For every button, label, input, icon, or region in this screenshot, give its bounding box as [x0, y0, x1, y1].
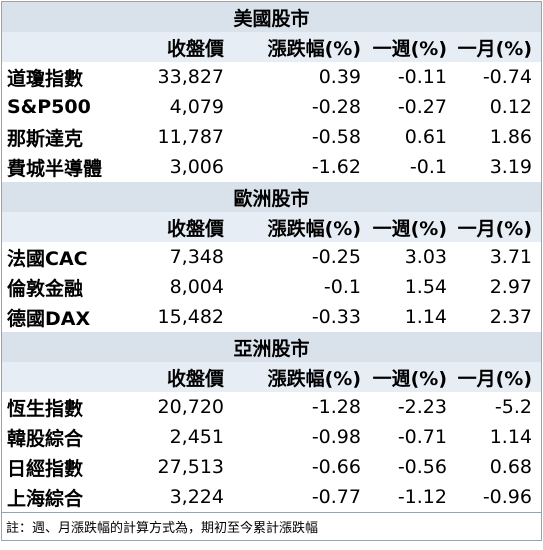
table-row: 日經指數 27,513 -0.66 -0.56 0.68: [2, 452, 541, 482]
cell-close: 2,451: [169, 426, 224, 448]
index-name: 法國CAC: [7, 247, 88, 270]
cell-week: 1.14: [404, 306, 447, 328]
section-title: 亞洲股市: [2, 332, 541, 362]
index-name: 道瓊指數: [7, 67, 84, 90]
cell-close: 8,004: [169, 276, 224, 298]
cell-month: 2.97: [489, 276, 532, 298]
cell-month: 1.86: [489, 126, 532, 148]
market-table-container: 美國股市 收盤價 漲跌幅(%) 一週(%) 一月(%) 道瓊指數 33,827 0.39 -0.…: [1, 1, 542, 541]
column-header: 收盤價: [143, 362, 233, 392]
footnote-row: 註：週、月漲跌幅的計算方式為，期初至今累計漲跌幅: [2, 512, 541, 540]
cell-change: -0.58: [311, 126, 361, 148]
cell-change: 0.39: [318, 66, 361, 88]
table-row: 德國DAX 15,482 -0.33 1.14 2.37: [2, 302, 541, 332]
cell-change: -1.28: [311, 396, 361, 418]
cell-close: 20,720: [157, 396, 224, 418]
table-row: 道瓊指數 33,827 0.39 -0.11 -0.74: [2, 62, 541, 92]
index-name: 上海綜合: [7, 487, 84, 510]
cell-week: -0.11: [397, 66, 447, 88]
column-header: 漲跌幅(%): [233, 32, 370, 62]
cell-month: 0.12: [489, 96, 532, 118]
cell-week: -2.23: [397, 396, 447, 418]
section-title-row: 亞洲股市: [2, 332, 541, 362]
section-title-row: 美國股市: [2, 2, 541, 32]
column-header: 漲跌幅(%): [233, 212, 370, 242]
column-header: 一月(%): [456, 32, 541, 62]
cell-month: -0.74: [482, 66, 532, 88]
cell-month: -5.2: [494, 396, 532, 418]
cell-close: 11,787: [157, 126, 224, 148]
cell-close: 15,482: [157, 306, 224, 328]
cell-change: -0.25: [311, 246, 361, 268]
column-header: 漲跌幅(%): [233, 362, 370, 392]
section-title: 美國股市: [2, 2, 541, 32]
index-name: 日經指數: [7, 457, 84, 480]
cell-week: 0.61: [404, 126, 447, 148]
column-header-row: 收盤價 漲跌幅(%) 一週(%) 一月(%): [2, 212, 541, 242]
cell-week: 3.03: [404, 246, 447, 268]
index-name: S&P500: [7, 96, 91, 118]
index-name: 費城半導體: [7, 157, 103, 180]
table-row: 費城半導體 3,006 -1.62 -0.1 3.19: [2, 152, 541, 182]
index-name: 倫敦金融: [7, 277, 84, 300]
cell-change: -0.1: [323, 276, 361, 298]
table-row: S&P500 4,079 -0.28 -0.27 0.12: [2, 92, 541, 122]
footnote: 註：週、月漲跌幅的計算方式為，期初至今累計漲跌幅: [2, 512, 541, 540]
cell-month: 1.14: [489, 426, 532, 448]
market-table-body: 美國股市 收盤價 漲跌幅(%) 一週(%) 一月(%) 道瓊指數 33,827 0.39 -0.…: [2, 2, 541, 513]
column-header: 收盤價: [143, 32, 233, 62]
cell-change: -0.33: [311, 306, 361, 328]
column-header: 一月(%): [456, 362, 541, 392]
cell-change: -0.28: [311, 96, 361, 118]
cell-change: -1.62: [311, 156, 361, 178]
cell-week: 1.54: [404, 276, 447, 298]
table-row: 法國CAC 7,348 -0.25 3.03 3.71: [2, 242, 541, 272]
table-row: 恆生指數 20,720 -1.28 -2.23 -5.2: [2, 392, 541, 422]
column-header: 收盤價: [143, 212, 233, 242]
cell-week: -0.1: [409, 156, 447, 178]
cell-month: 0.68: [489, 456, 532, 478]
table-row: 那斯達克 11,787 -0.58 0.61 1.86: [2, 122, 541, 152]
index-name: 德國DAX: [7, 307, 91, 330]
cell-close: 3,006: [169, 156, 224, 178]
column-header: 一週(%): [370, 212, 456, 242]
cell-month: 3.19: [489, 156, 532, 178]
cell-month: -0.96: [482, 486, 532, 508]
index-name: 那斯達克: [7, 127, 84, 150]
cell-change: -0.77: [311, 486, 361, 508]
index-name: 恆生指數: [7, 397, 84, 420]
cell-week: -0.56: [397, 456, 447, 478]
column-header-row: 收盤價 漲跌幅(%) 一週(%) 一月(%): [2, 362, 541, 392]
column-header-blank: [2, 32, 143, 62]
column-header-row: 收盤價 漲跌幅(%) 一週(%) 一月(%): [2, 32, 541, 62]
market-table: 美國股市 收盤價 漲跌幅(%) 一週(%) 一月(%) 道瓊指數 33,827 0.39 -0.…: [2, 2, 541, 540]
column-header: 一月(%): [456, 212, 541, 242]
column-header: 一週(%): [370, 32, 456, 62]
cell-close: 27,513: [157, 456, 224, 478]
cell-close: 3,224: [169, 486, 224, 508]
table-row: 倫敦金融 8,004 -0.1 1.54 2.97: [2, 272, 541, 302]
cell-close: 33,827: [157, 66, 224, 88]
cell-close: 4,079: [169, 96, 224, 118]
cell-week: -1.12: [397, 486, 447, 508]
table-row: 韓股綜合 2,451 -0.98 -0.71 1.14: [2, 422, 541, 452]
table-row: 上海綜合 3,224 -0.77 -1.12 -0.96: [2, 482, 541, 513]
cell-change: -0.98: [311, 426, 361, 448]
cell-week: -0.71: [397, 426, 447, 448]
column-header-blank: [2, 362, 143, 392]
cell-month: 2.37: [489, 306, 532, 328]
section-title: 歐洲股市: [2, 182, 541, 212]
cell-close: 7,348: [169, 246, 224, 268]
section-title-row: 歐洲股市: [2, 182, 541, 212]
index-name: 韓股綜合: [7, 427, 84, 450]
column-header: 一週(%): [370, 362, 456, 392]
cell-change: -0.66: [311, 456, 361, 478]
cell-week: -0.27: [397, 96, 447, 118]
cell-month: 3.71: [489, 246, 532, 268]
column-header-blank: [2, 212, 143, 242]
